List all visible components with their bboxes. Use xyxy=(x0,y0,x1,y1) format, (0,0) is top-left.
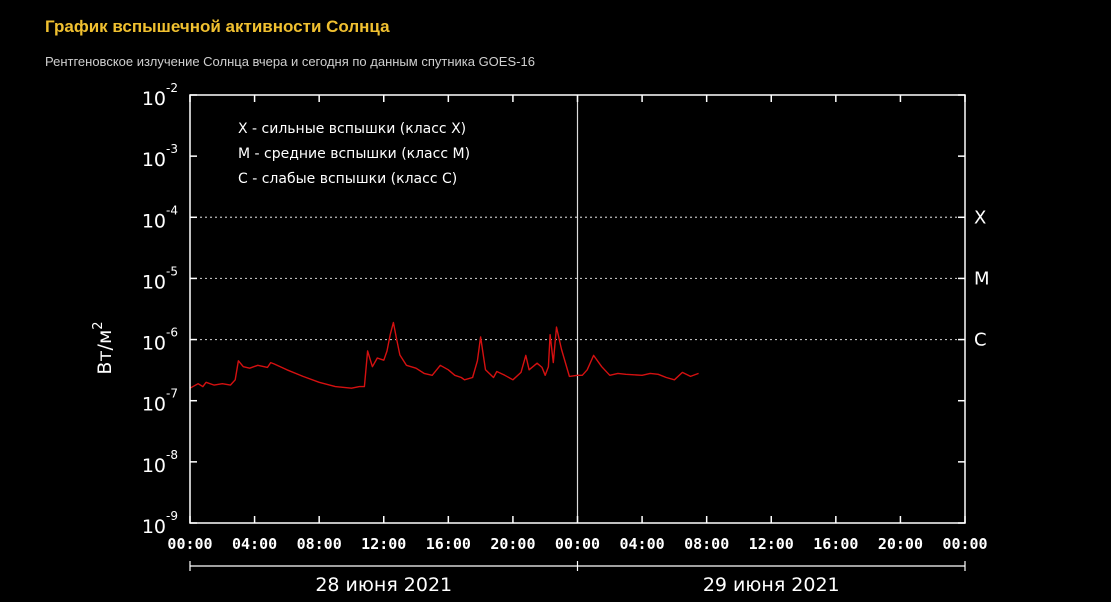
y-tick-label-0: 10-2 xyxy=(142,81,178,110)
x-tick-label-6: 00:00 xyxy=(555,535,600,553)
y-tick-label-7: 10-9 xyxy=(142,509,178,538)
x-tick-label-2: 08:00 xyxy=(297,535,342,553)
y-tick-label-2: 10-4 xyxy=(142,203,178,232)
series-line-0 xyxy=(189,321,699,389)
threshold-gridlines xyxy=(190,95,965,523)
legend-entry-1: M - средние вспышки (класс M) xyxy=(238,146,470,162)
class-label-m: M xyxy=(974,268,990,289)
x-tick-label-3: 12:00 xyxy=(361,535,406,553)
class-labels: X M C xyxy=(974,207,990,350)
x-tick-label-1: 04:00 xyxy=(232,535,277,553)
x-tick-label-4: 16:00 xyxy=(426,535,471,553)
date-label-1: 29 июня 2021 xyxy=(703,574,840,596)
y-tick-label-4: 10-6 xyxy=(142,326,178,355)
axis-ticks xyxy=(189,94,966,524)
x-tick-label-0: 00:00 xyxy=(167,535,212,553)
page-title: График вспышечной активности Солнца xyxy=(45,17,390,36)
x-tick-label-9: 12:00 xyxy=(749,535,794,553)
x-tick-label-8: 08:00 xyxy=(684,535,729,553)
x-tick-label-5: 20:00 xyxy=(490,535,535,553)
legend: X - сильные вспышки (класс X) M - средние… xyxy=(238,121,470,187)
y-tick-label-6: 10-8 xyxy=(142,448,178,477)
y-tick-label-1: 10-3 xyxy=(142,142,178,171)
class-label-c: C xyxy=(974,330,987,351)
class-label-x: X xyxy=(974,207,986,228)
date-axis: 28 июня 2021 29 июня 2021 xyxy=(189,561,966,596)
x-tick-label-10: 16:00 xyxy=(813,535,858,553)
y-tick-labels: 10-2 10-3 10-4 10-5 10-6 10-7 10-8 10-9 xyxy=(142,81,178,538)
date-label-0: 28 июня 2021 xyxy=(315,574,452,596)
legend-entry-2: C - слабые вспышки (класс C) xyxy=(238,171,457,187)
x-tick-label-7: 04:00 xyxy=(620,535,665,553)
series-layer xyxy=(189,321,699,389)
x-tick-label-11: 20:00 xyxy=(878,535,923,553)
page-subtitle: Рентгеновское излучение Солнца вчера и с… xyxy=(45,54,535,69)
legend-entry-0: X - сильные вспышки (класс X) xyxy=(238,121,466,137)
y-axis-unit-label: Вт/м2 xyxy=(91,321,116,374)
x-tick-labels: 00:00 04:00 08:00 12:00 16:00 20:00 00:00 04:00… xyxy=(167,535,987,553)
y-tick-label-5: 10-7 xyxy=(142,387,178,416)
y-tick-label-3: 10-5 xyxy=(142,264,178,293)
x-tick-label-12: 00:00 xyxy=(942,535,987,553)
